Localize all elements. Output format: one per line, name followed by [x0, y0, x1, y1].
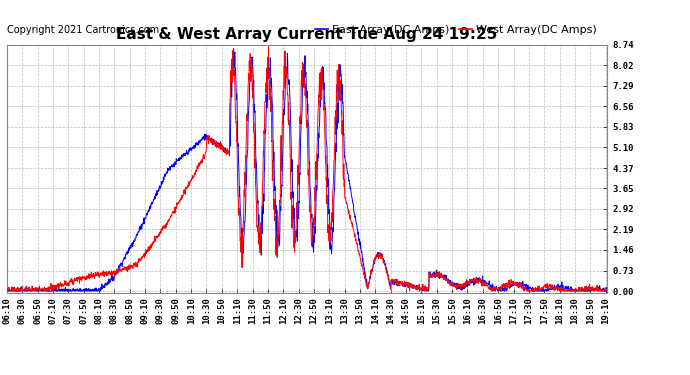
Title: East & West Array Current Tue Aug 24 19:25: East & West Array Current Tue Aug 24 19:… — [117, 27, 497, 42]
Legend: East Array(DC Amps), West Array(DC Amps): East Array(DC Amps), West Array(DC Amps) — [310, 21, 602, 40]
Text: Copyright 2021 Cartronics.com: Copyright 2021 Cartronics.com — [7, 25, 159, 35]
